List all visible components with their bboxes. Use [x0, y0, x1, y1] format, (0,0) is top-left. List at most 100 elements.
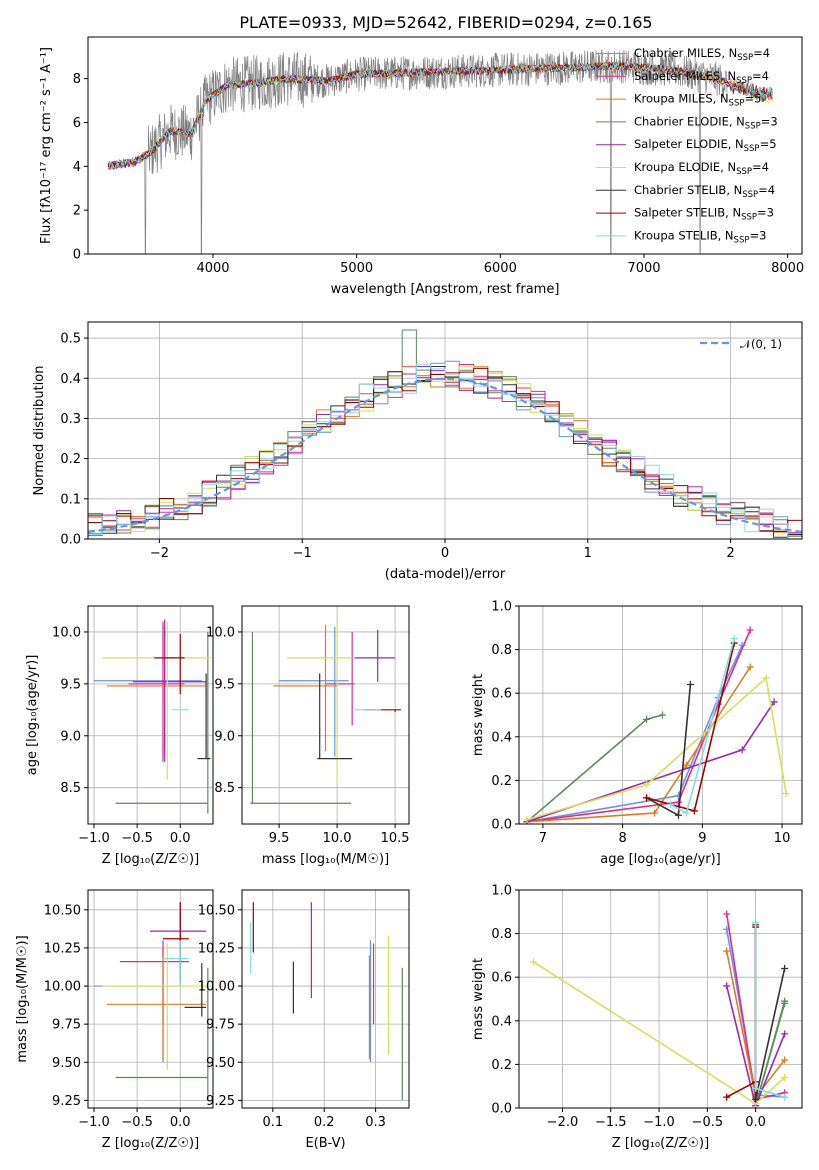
y-tick-label: 8.5: [60, 781, 81, 796]
axes-frame: [518, 889, 803, 1109]
error-cross-chabrier-elodie: [250, 631, 352, 804]
y-tick-label: 0.4: [60, 372, 81, 387]
error-cross-salpeter-stelib: [154, 634, 185, 695]
axes-frame: [87, 889, 214, 1109]
weight-line: [526, 629, 751, 823]
x-tick-label: 10.5: [381, 831, 410, 846]
y-tick-label: 10.25: [44, 941, 81, 956]
error-cross-chabrier-stelib: [197, 673, 211, 760]
weight-line: [754, 924, 786, 1100]
spectrum-panel: 4000 5000 6000 7000 8000 0 2 4 6 8 wavelength [Ang…: [39, 36, 804, 297]
y-axis-label: Flux [fλ10⁻¹⁷ erg cm⁻² s⁻¹ A⁻¹]: [39, 47, 54, 244]
mass-vs-ebv-panel: 0.1 0.2 0.3 9.25 9.50 9.75 10.00 10.25 10.50 E(B-…: [198, 889, 410, 1151]
y-tick-label: 0.4: [491, 730, 512, 745]
legend-label: Salpeter MILES, NSSP=4: [634, 69, 769, 86]
model-spectrum-line-kroupa-stelib: [107, 61, 773, 169]
legend-label: Chabrier STELIB, NSSP=4: [634, 183, 775, 200]
weight-line: [526, 701, 775, 823]
weight-line: [526, 644, 743, 823]
x-axis-label: Z [log₁₀(Z/Z☉)]: [102, 1136, 199, 1151]
y-tick-label: 2: [73, 204, 81, 219]
x-tick-label: −1: [293, 546, 312, 561]
y-tick-label: 0.1: [60, 492, 81, 507]
x-axis-label: wavelength [Angstrom, rest frame]: [331, 282, 560, 297]
gridlines: [88, 322, 802, 540]
y-axis-label: mass weight: [471, 674, 486, 756]
y-tick-label: 10.00: [44, 980, 81, 995]
legend-label: Chabrier ELODIE, NSSP=3: [634, 114, 778, 131]
weight-point-marker: [781, 1056, 789, 1064]
x-tick-label: −2.0: [547, 1115, 579, 1130]
mass-vs-z-panel: −1.0 −0.5 0.0 9.25 9.50 9.75 10.00 10.25 10.50 Z …: [15, 889, 214, 1151]
legend-label: 𝒩(0, 1): [740, 337, 782, 351]
weight-point-marker: [643, 715, 651, 723]
age-vs-z-panel: −1.0 −0.5 0.0 8.5 9.0 9.5 10.0 Z [log₁₀(Z/Z☉)] a…: [25, 605, 214, 867]
weight-point-marker: [690, 807, 698, 815]
legend-label: Chabrier MILES, NSSP=4: [634, 46, 770, 63]
weight-point-marker: [529, 958, 537, 966]
weight-point-marker: [762, 674, 770, 682]
axes-frame: [87, 321, 803, 540]
y-tick-label: 10.25: [198, 941, 235, 956]
error-cross-kroupa-elodie: [287, 621, 353, 783]
y-tick-label: 0.0: [491, 1102, 512, 1117]
weight-vs-age-panel: 7 8 9 10 0.0 0.2 0.4 0.6 0.8 1.0 age [log₁₀(age/yr…: [471, 600, 803, 867]
y-tick-label: 0.2: [491, 1058, 512, 1073]
axes-frame: [241, 605, 410, 825]
weight-point-marker: [782, 789, 790, 797]
weight-series-salpeter-stelib: [643, 639, 738, 815]
y-tick-label: 4: [73, 160, 81, 175]
weight-point-marker: [781, 1073, 789, 1081]
weight-series-kroupa-miles: [523, 663, 754, 824]
weight-point-marker: [730, 635, 738, 643]
error-cross-chabrier-stelib: [317, 673, 353, 760]
plot-area: [523, 626, 790, 824]
gridlines: [88, 606, 213, 824]
error-cross-chabrier-stelib: [184, 963, 207, 1017]
y-tick-label: 10.50: [44, 903, 81, 918]
y-axis-label: mass [log₁₀(M/M☉)]: [15, 935, 30, 1062]
x-tick-label: 9: [698, 831, 706, 846]
y-tick-label: 9.5: [60, 677, 81, 692]
plot-area: [88, 329, 802, 539]
legend-label: Kroupa MILES, NSSP=5: [634, 92, 761, 109]
plot-area: [250, 621, 401, 804]
weight-point-marker: [723, 910, 731, 918]
y-axis-label: age [log₁₀(age/yr)]: [25, 655, 40, 776]
axes-frame: [518, 605, 803, 825]
weight-point-marker: [781, 964, 789, 972]
x-tick-label: 8: [618, 831, 626, 846]
y-tick-label: 9.0: [214, 729, 235, 744]
x-tick-label: −0.5: [121, 831, 153, 846]
weight-point-marker: [651, 809, 659, 817]
y-tick-label: 0.2: [491, 774, 512, 789]
error-cross-salpeter-miles: [119, 940, 189, 1025]
error-cross-salpeter-elodie: [132, 619, 207, 762]
weight-point-marker: [643, 781, 651, 789]
x-tick-label: 0.0: [745, 1115, 766, 1130]
y-axis-label: Normed distribution: [32, 366, 47, 496]
legend: Chabrier MILES, NSSP=4 Salpeter MILES, NS…: [596, 46, 778, 245]
legend-label: Kroupa STELIB, NSSP=3: [634, 228, 766, 245]
weight-point-marker: [686, 680, 694, 688]
chart-title: PLATE=0933, MJD=52642, FIBERID=0294, z=0…: [239, 13, 652, 32]
x-tick-label: 8000: [771, 261, 804, 276]
weight-point-marker: [643, 794, 651, 802]
weight-point-marker: [752, 919, 760, 927]
weight-line: [526, 714, 663, 823]
y-tick-label: 6: [73, 116, 81, 131]
weight-point-marker: [746, 626, 754, 634]
x-tick-label: −0.5: [692, 1115, 724, 1130]
error-cross-salpeter-miles: [325, 631, 355, 726]
x-axis-label: E(B-V): [305, 1136, 345, 1151]
x-tick-label: −1.5: [595, 1115, 627, 1130]
y-tick-label: 9.75: [52, 1018, 81, 1033]
x-axis-label: mass [log₁₀(M/M☉)]: [262, 852, 389, 867]
x-axis-label: (data-model)/error: [385, 567, 506, 582]
y-tick-label: 9.50: [52, 1056, 81, 1071]
weight-point-marker: [738, 746, 746, 754]
error-cross-kroupa-miles: [273, 624, 338, 752]
weight-series-kroupa-elodie: [523, 674, 790, 824]
y-tick-label: 1.0: [491, 884, 512, 899]
